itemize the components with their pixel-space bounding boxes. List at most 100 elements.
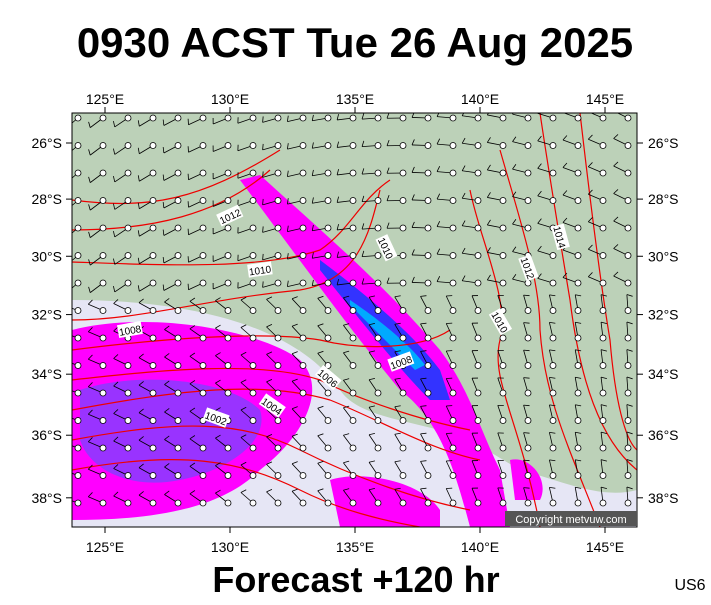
station: [625, 253, 631, 259]
station: [550, 335, 556, 341]
station: [125, 198, 131, 204]
station: [325, 198, 331, 204]
barb-feather: [64, 123, 66, 129]
station: [450, 308, 456, 314]
station: [325, 115, 331, 121]
station: [100, 198, 106, 204]
station: [150, 143, 156, 149]
station: [425, 418, 431, 424]
station: [275, 500, 281, 506]
station: [375, 115, 381, 121]
station: [100, 115, 106, 121]
barb-feather: [524, 295, 530, 296]
lon-label: 140°E: [461, 539, 499, 555]
barb-feather: [588, 107, 592, 111]
station: [75, 335, 81, 341]
station: [125, 500, 131, 506]
station: [175, 308, 181, 314]
station: [350, 473, 356, 479]
station: [125, 280, 131, 286]
station: [475, 115, 481, 121]
station: [200, 170, 206, 176]
station: [250, 308, 256, 314]
station: [250, 473, 256, 479]
station: [400, 418, 406, 424]
station: [450, 445, 456, 451]
station: [575, 170, 581, 176]
station: [525, 115, 531, 121]
barb-feather: [263, 199, 264, 205]
station: [550, 170, 556, 176]
station: [475, 500, 481, 506]
station: [575, 363, 581, 369]
station: [300, 308, 306, 314]
station: [450, 335, 456, 341]
station: [175, 280, 181, 286]
station: [75, 170, 81, 176]
station: [75, 363, 81, 369]
copyright: Copyright metvuw.com: [515, 514, 626, 526]
barb-feather: [263, 144, 264, 150]
station: [125, 390, 131, 396]
station: [450, 115, 456, 121]
station: [600, 418, 606, 424]
station: [550, 445, 556, 451]
station: [250, 170, 256, 176]
station: [425, 198, 431, 204]
station: [375, 280, 381, 286]
station: [525, 335, 531, 341]
station: [575, 225, 581, 231]
station: [325, 335, 331, 341]
station: [350, 198, 356, 204]
station: [100, 390, 106, 396]
station: [150, 473, 156, 479]
station: [75, 143, 81, 149]
station: [300, 280, 306, 286]
station: [600, 308, 606, 314]
barb-feather: [524, 405, 530, 406]
station: [250, 280, 256, 286]
station: [600, 500, 606, 506]
station: [600, 335, 606, 341]
station: [325, 500, 331, 506]
station: [600, 445, 606, 451]
station: [475, 225, 481, 231]
station: [500, 473, 506, 479]
station: [450, 390, 456, 396]
station: [100, 335, 106, 341]
barb-feather: [524, 378, 530, 379]
station: [600, 280, 606, 286]
station: [400, 473, 406, 479]
station: [400, 390, 406, 396]
station: [125, 308, 131, 314]
station: [300, 198, 306, 204]
station: [425, 225, 431, 231]
station: [625, 390, 631, 396]
station: [625, 143, 631, 149]
station: [550, 115, 556, 121]
station: [425, 115, 431, 121]
station: [525, 198, 531, 204]
station: [400, 225, 406, 231]
station: [575, 473, 581, 479]
barb-feather: [63, 328, 67, 333]
barb-feather: [64, 260, 66, 266]
station: [175, 445, 181, 451]
station: [75, 500, 81, 506]
station: [175, 500, 181, 506]
station: [275, 143, 281, 149]
barb-feather: [63, 466, 67, 471]
lat-label: 38°S: [31, 490, 62, 506]
lat-label: 36°S: [648, 427, 679, 443]
station: [475, 445, 481, 451]
map: [63, 107, 637, 527]
station: [250, 115, 256, 121]
station: [450, 225, 456, 231]
station: [250, 390, 256, 396]
station: [300, 500, 306, 506]
station: [400, 198, 406, 204]
station: [475, 143, 481, 149]
station: [125, 445, 131, 451]
barb-feather: [563, 108, 567, 113]
station: [400, 308, 406, 314]
